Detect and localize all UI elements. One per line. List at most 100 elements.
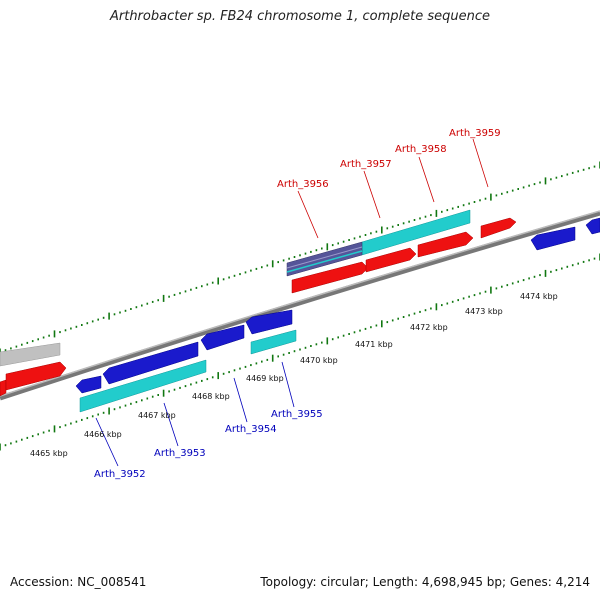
minor-tick (588, 167, 590, 170)
minor-tick (408, 314, 410, 317)
scale-label: 4471 kbp (355, 340, 393, 349)
minor-tick (386, 321, 389, 324)
major-tick (326, 243, 329, 251)
minor-tick (495, 287, 498, 290)
minor-tick (135, 306, 138, 309)
reverse-gene[interactable] (75, 375, 102, 394)
minor-tick (119, 406, 121, 409)
minor-tick (277, 261, 279, 264)
major-tick (0, 443, 1, 451)
major-tick (162, 294, 165, 302)
gene-label: Arth_3952 (94, 469, 146, 480)
forward-gene[interactable] (365, 247, 417, 273)
minor-tick (288, 352, 290, 354)
minor-tick (315, 249, 318, 252)
minor-tick (511, 189, 514, 192)
minor-tick (4, 349, 7, 352)
forward-gene[interactable] (417, 231, 474, 258)
minor-tick (468, 202, 470, 205)
minor-tick (588, 259, 590, 262)
reverse-gene[interactable] (530, 226, 576, 251)
minor-tick (179, 292, 181, 295)
minor-tick (21, 438, 23, 441)
forward-gene[interactable] (291, 261, 369, 294)
minor-tick (31, 435, 34, 438)
gene-label: Arth_3958 (395, 144, 447, 155)
minor-tick (321, 247, 323, 250)
gene-label: Arth_3956 (277, 179, 329, 190)
reverse-gene[interactable] (585, 217, 600, 235)
major-tick (53, 425, 56, 433)
rna-feature[interactable] (250, 329, 297, 355)
minor-tick (539, 181, 541, 184)
minor-tick (151, 300, 154, 303)
minor-tick (255, 362, 258, 365)
minor-tick (495, 194, 498, 197)
minor-tick (413, 312, 416, 315)
minor-tick (59, 331, 61, 334)
minor-tick (190, 288, 192, 291)
gene-label: Arth_3959 (449, 128, 501, 139)
minor-tick (386, 227, 389, 230)
minor-tick (282, 259, 285, 262)
minor-tick (157, 299, 159, 302)
reverse-gene[interactable] (200, 324, 245, 351)
forward-gene[interactable] (5, 361, 67, 391)
minor-tick (86, 417, 89, 420)
minor-tick (10, 442, 12, 445)
major-tick (381, 226, 383, 234)
minor-tick (233, 274, 236, 277)
scale-label: 4473 kbp (465, 307, 503, 316)
minor-tick (446, 209, 449, 212)
minor-tick (124, 404, 127, 407)
minor-tick (331, 338, 334, 341)
minor-tick (511, 282, 514, 285)
minor-tick (97, 413, 99, 416)
minor-tick (304, 252, 307, 255)
minor-tick (424, 215, 427, 218)
minor-tick (397, 224, 399, 226)
label-leaders (95, 138, 489, 467)
reverse-gene[interactable] (102, 341, 199, 385)
minor-tick (201, 379, 203, 382)
minor-tick (370, 326, 372, 329)
minor-tick (533, 183, 536, 186)
minor-tick (397, 317, 399, 320)
scale-label: 4466 kbp (84, 430, 122, 439)
minor-tick (462, 204, 465, 207)
other-feature[interactable] (0, 342, 61, 367)
minor-tick (42, 336, 45, 339)
scale-label: 4469 kbp (246, 374, 284, 383)
minor-tick (566, 265, 569, 268)
minor-tick (130, 308, 132, 310)
minor-tick (222, 372, 225, 375)
minor-tick (577, 262, 579, 265)
minor-tick (293, 256, 296, 258)
scale-label: 4470 kbp (300, 356, 338, 365)
minor-tick (91, 320, 94, 323)
topology-text: Topology: circular; Length: 4,698,945 bp… (260, 575, 590, 589)
minor-tick (550, 270, 552, 273)
minor-tick (408, 220, 410, 223)
minor-tick (517, 188, 519, 190)
major-tick (271, 354, 274, 362)
minor-tick (310, 345, 312, 347)
minor-tick (135, 401, 138, 404)
inner-tick-row (0, 253, 600, 451)
reverse-gene[interactable] (245, 309, 293, 335)
rna-feature[interactable] (79, 359, 207, 413)
map-title: Arthrobacter sp. FB24 chromosome 1, comp… (109, 9, 491, 24)
minor-tick (195, 381, 198, 384)
major-tick (326, 337, 329, 345)
minor-tick (528, 184, 530, 187)
minor-tick (353, 237, 356, 240)
forward-gene[interactable] (0, 379, 7, 397)
minor-tick (391, 225, 394, 228)
forward-gene[interactable] (480, 217, 517, 239)
minor-tick (288, 257, 290, 260)
major-tick (544, 177, 547, 185)
minor-tick (315, 343, 318, 346)
minor-tick (577, 170, 579, 173)
minor-tick (484, 197, 487, 200)
